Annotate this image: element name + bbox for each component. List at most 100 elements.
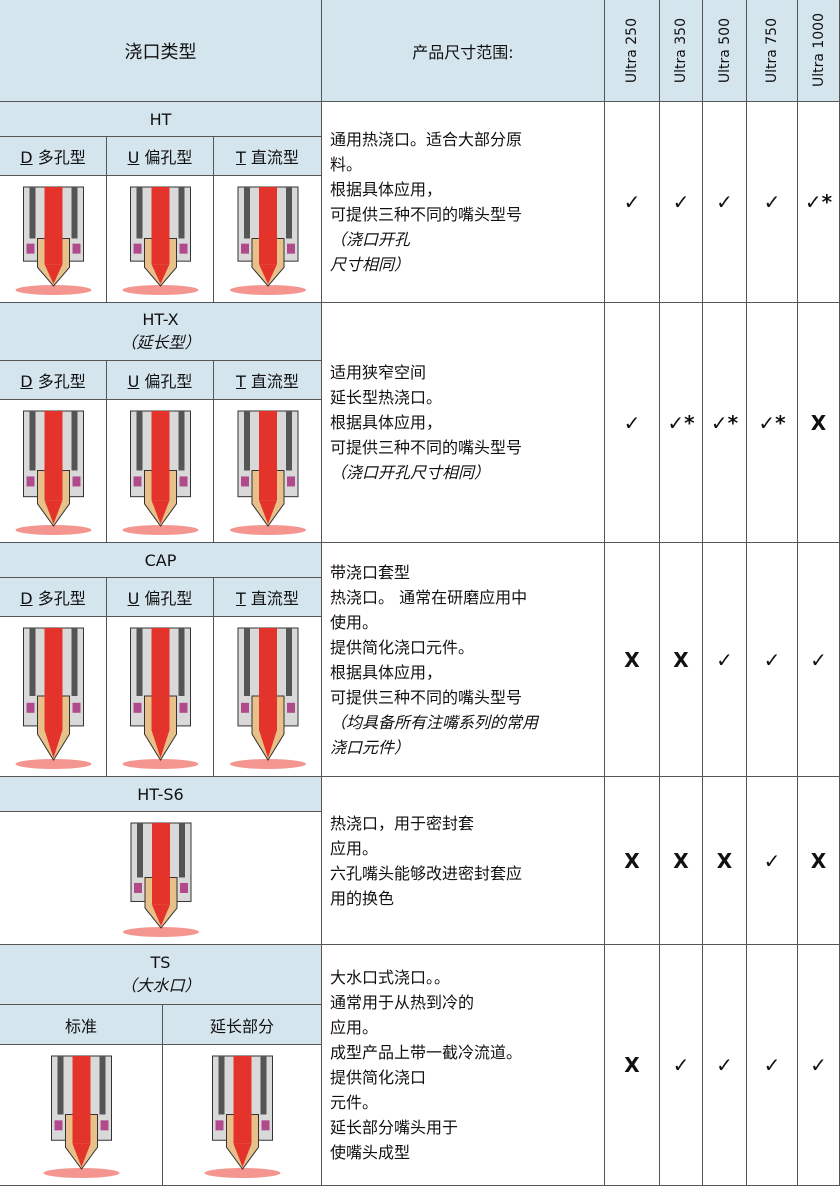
availability: ✓	[798, 543, 840, 777]
description-line: 热浇口，用于密封套	[330, 813, 475, 833]
description-line: 元件。	[330, 1093, 379, 1112]
gate-name: HT-X	[142, 310, 179, 329]
nozzle-illustration	[229, 186, 306, 295]
availability: ✓	[747, 945, 798, 1186]
availability: X	[798, 303, 840, 543]
subtype-key: U	[127, 589, 140, 608]
size-header: Ultra 750	[747, 0, 798, 102]
size-label: Ultra 350	[673, 17, 689, 84]
nozzle-illustration	[15, 627, 91, 769]
subtype-key: T	[236, 372, 246, 391]
nozzle-illustration	[15, 410, 91, 535]
subtype-name: 偏孔型	[144, 372, 193, 391]
subtype-text: 标准	[65, 1013, 97, 1037]
availability-mark: ✓	[763, 647, 781, 672]
description-note: 尺寸相同）	[330, 255, 411, 274]
description: 热浇口，用于密封套 应用。 六孔嘴头能够改进密封套应 用的换色	[322, 777, 605, 945]
subtype-label: D 多孔型	[0, 137, 107, 176]
availability-mark: ✓	[763, 190, 781, 214]
description-line: 六孔嘴头能够改进密封套应	[330, 863, 523, 883]
nozzle-illustration	[122, 186, 198, 295]
availability-mark: ✓	[672, 190, 690, 214]
subtype-text: D 多孔型	[20, 585, 85, 609]
subtype-key: D	[20, 148, 33, 167]
size-header: Ultra 350	[660, 0, 703, 102]
subtype-label: T 直流型	[214, 137, 322, 176]
availability: ✓	[605, 102, 660, 303]
description-line: 使用。	[330, 612, 379, 632]
subtype-name: 延长部分	[209, 1016, 274, 1036]
nozzle-illustration	[229, 410, 306, 535]
subtype-key: T	[236, 148, 246, 167]
description-line: 大水口式浇口。。	[330, 968, 451, 987]
gate-type-title: HT	[0, 102, 322, 137]
description-line: 根据具体应用，	[330, 180, 443, 199]
availability: ✓	[703, 945, 747, 1186]
description-line: 料。	[330, 155, 363, 174]
description-line: 根据具体应用，	[330, 662, 443, 682]
description-line: 热浇口。 通常在研磨应用中	[330, 587, 528, 607]
nozzle-cell	[107, 617, 214, 777]
nozzle-cell	[107, 400, 214, 543]
gate-name: HT	[149, 109, 172, 129]
subtype-name: 直流型	[250, 148, 299, 167]
description-line: 延长部分嘴头用于	[330, 1118, 459, 1137]
availability-mark: X	[673, 848, 689, 873]
nozzle-illustration	[15, 186, 91, 295]
availability-mark: X	[716, 848, 733, 873]
availability: X	[660, 777, 703, 945]
type-header: 浇口类型	[0, 0, 322, 102]
subtype-label: D 多孔型	[0, 361, 107, 400]
size-label: Ultra 250	[624, 17, 640, 84]
availability-mark: X	[624, 848, 640, 873]
availability-mark: ✓	[763, 848, 781, 873]
gate-name: HT-S6	[137, 784, 184, 804]
size-label: Ultra 1000	[810, 13, 827, 88]
description-note: 浇口元件）	[330, 737, 411, 757]
availability-mark: ✓	[716, 647, 733, 672]
size-header: Ultra 500	[703, 0, 747, 102]
availability: ✓	[605, 303, 660, 543]
availability: ✓	[747, 102, 798, 303]
availability-mark: ✓*	[804, 190, 833, 214]
subtype-name: 直流型	[250, 372, 299, 391]
availability-mark: X	[673, 647, 689, 672]
subtype-key: U	[127, 148, 140, 167]
availability-mark: ✓	[810, 1053, 827, 1077]
subtype-label: U 偏孔型	[107, 361, 214, 400]
availability: ✓	[798, 945, 840, 1186]
availability-mark: ✓	[810, 647, 827, 672]
availability-mark: ✓*	[667, 410, 695, 435]
description-line: 提供简化浇口元件。	[330, 637, 475, 657]
availability: ✓	[747, 777, 798, 945]
availability-mark: X	[624, 1053, 640, 1077]
availability: ✓	[660, 945, 703, 1186]
description-line: 应用。	[330, 1018, 379, 1037]
description-line: 带浇口套型	[330, 562, 411, 582]
size-header: Ultra 250	[605, 0, 660, 102]
subtype-key: D	[20, 589, 33, 608]
subtype-text: U 偏孔型	[128, 368, 193, 392]
availability: ✓	[703, 543, 747, 777]
subtype-name: 偏孔型	[144, 589, 193, 608]
availability-mark: ✓	[623, 410, 641, 435]
availability-mark: ✓*	[710, 410, 739, 435]
gate-type-title: TS （大水口）	[0, 945, 322, 1005]
subtype-label: T 直流型	[214, 578, 322, 617]
availability-mark: X	[810, 410, 827, 435]
subtype-name: 偏孔型	[144, 148, 193, 167]
gate-type-title: HT-S6	[0, 777, 322, 812]
subtype-key: U	[127, 372, 140, 391]
size-label: Ultra 750	[764, 17, 780, 84]
subtype-name: 标准	[64, 1016, 97, 1036]
nozzle-cell	[107, 176, 214, 303]
availability-mark: ✓	[672, 1053, 690, 1077]
gate-type-title: CAP	[0, 543, 322, 578]
subtype-text: U 偏孔型	[128, 144, 193, 168]
subtype-text: T 直流型	[236, 585, 299, 609]
subtype-text: 延长部分	[210, 1013, 274, 1037]
nozzle-illustration	[43, 1055, 119, 1178]
subtype-label: U 偏孔型	[107, 578, 214, 617]
availability: ✓*	[703, 303, 747, 543]
